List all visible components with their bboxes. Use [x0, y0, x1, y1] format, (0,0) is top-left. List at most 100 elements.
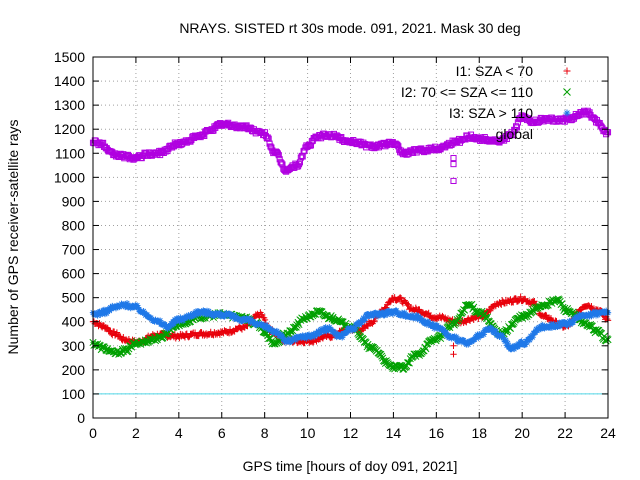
data-point — [381, 311, 388, 319]
data-point — [282, 336, 289, 343]
x-tick-label: 22 — [557, 425, 573, 441]
data-point — [253, 321, 260, 329]
data-point — [230, 312, 237, 319]
data-point — [351, 325, 359, 333]
data-point — [421, 320, 429, 327]
y-axis-label: Number of GPS receiver-satellite rays — [5, 120, 21, 355]
data-point — [488, 326, 496, 333]
data-point — [564, 322, 571, 329]
data-point — [280, 335, 287, 343]
legend-label: I3: SZA > 110 — [449, 105, 533, 121]
x-axis-label: GPS time [hours of doy 091, 2021] — [243, 458, 458, 474]
x-tick-label: 12 — [343, 425, 359, 441]
data-point — [422, 345, 430, 353]
data-point — [281, 338, 288, 345]
data-point — [202, 310, 210, 317]
data-point — [533, 327, 541, 334]
data-point — [435, 323, 442, 331]
data-point — [190, 310, 197, 317]
data-point — [453, 333, 460, 341]
data-point — [425, 319, 432, 326]
data-point — [430, 321, 437, 329]
data-point — [569, 319, 577, 326]
data-point — [603, 315, 611, 323]
data-point — [319, 326, 327, 333]
data-point — [588, 302, 595, 310]
x-tick-label: 6 — [218, 425, 226, 441]
data-point — [321, 312, 329, 320]
data-point — [405, 301, 412, 308]
data-point — [526, 336, 534, 344]
data-point — [295, 163, 302, 170]
series-3 — [89, 107, 612, 175]
data-point — [548, 324, 556, 331]
data-point — [377, 350, 385, 358]
data-point — [261, 316, 269, 324]
data-point — [516, 341, 523, 349]
data-point — [244, 322, 251, 330]
legend-label: global — [496, 126, 533, 142]
data-point — [450, 342, 457, 349]
data-point — [185, 333, 192, 341]
data-point — [326, 324, 333, 331]
data-point — [370, 312, 377, 320]
data-point — [193, 311, 201, 318]
data-point — [103, 310, 110, 317]
data-point — [335, 331, 342, 339]
data-point — [264, 134, 271, 141]
series-2 — [89, 300, 612, 353]
data-point — [117, 302, 124, 309]
data-point — [106, 327, 113, 334]
data-point — [121, 301, 128, 309]
data-point — [274, 150, 281, 157]
y-tick-label: 1200 — [54, 121, 85, 137]
data-point — [455, 315, 463, 323]
data-point — [246, 315, 253, 323]
y-tick-label: 800 — [62, 217, 86, 233]
y-tick-label: 1100 — [55, 145, 85, 161]
data-point — [187, 311, 194, 319]
x-tick-label: 8 — [261, 425, 269, 441]
data-point — [450, 161, 457, 168]
data-point — [396, 294, 404, 301]
data-point — [588, 312, 595, 320]
data-point — [502, 336, 510, 344]
data-point — [522, 310, 530, 318]
data-point — [297, 154, 304, 161]
data-point — [460, 337, 467, 344]
y-tick-label: 200 — [62, 362, 86, 378]
data-point — [311, 333, 318, 340]
data-point — [511, 294, 519, 302]
x-tick-label: 24 — [600, 425, 616, 441]
data-point — [371, 317, 378, 325]
y-tick-label: 100 — [62, 386, 86, 402]
data-point — [537, 325, 545, 333]
data-point — [529, 334, 536, 341]
data-point — [389, 310, 397, 318]
data-point — [403, 359, 412, 367]
y-tick-label: 400 — [62, 314, 86, 330]
data-point — [455, 335, 463, 343]
data-point — [386, 298, 394, 306]
data-point — [504, 340, 511, 347]
data-point — [555, 296, 563, 304]
outliers — [450, 155, 457, 358]
data-point — [523, 338, 531, 346]
data-point — [300, 148, 307, 155]
x-tick-label: 4 — [175, 425, 183, 441]
data-point — [221, 313, 228, 320]
data-point — [474, 331, 481, 338]
data-point — [496, 333, 503, 340]
data-point — [362, 315, 369, 322]
y-tick-label: 1300 — [54, 97, 85, 113]
data-point — [454, 317, 462, 325]
y-tick-label: 1400 — [54, 73, 85, 89]
data-point — [404, 301, 411, 309]
data-point — [154, 333, 162, 341]
data-point — [275, 152, 282, 159]
x-tick-label: 20 — [514, 425, 530, 441]
data-point — [360, 314, 367, 322]
data-point — [430, 325, 438, 332]
data-point — [499, 332, 506, 339]
